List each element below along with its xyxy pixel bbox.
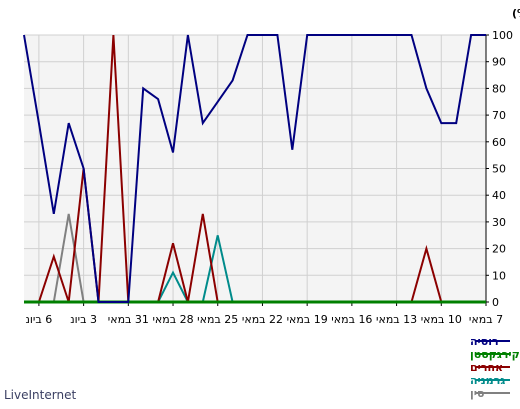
- x-tick-label-3: 28 במאי: [152, 313, 193, 326]
- x-tick-label-6: 19 במאי: [287, 313, 328, 326]
- y-tick-label-0: 0: [492, 296, 499, 309]
- x-tick-label-1: 3 ביונ: [70, 313, 97, 326]
- brand-logo-text: LiveInternet: [4, 388, 76, 402]
- y-tick-label-5: 50: [492, 163, 506, 176]
- x-tick-label-10: 7 במאי: [469, 313, 503, 326]
- x-tick-label-2: 31 במאי: [108, 313, 149, 326]
- y-tick-label-10: 100: [492, 29, 513, 42]
- x-tick-label-9: 10 במאי: [421, 313, 462, 326]
- y-tick-label-7: 70: [492, 109, 506, 122]
- y-axis-label: חלק (%): [512, 7, 520, 20]
- y-tick-label-4: 40: [492, 189, 506, 202]
- series-line-0: [23, 34, 486, 303]
- legend-label-2: אחרים: [470, 361, 503, 374]
- legend-label-0: רוסיה: [470, 335, 499, 348]
- x-tick-label-0: 6 ביונ: [26, 313, 53, 326]
- y-tick-label-6: 60: [492, 136, 506, 149]
- x-tick-label-8: 13 במאי: [376, 313, 417, 326]
- y-tick-label-3: 30: [492, 216, 506, 229]
- legend-label-1: קירגקסטן: [470, 348, 520, 361]
- legend-label-3: גרמניה: [470, 374, 505, 387]
- x-tick-label-4: 25 במאי: [197, 313, 238, 326]
- legend-label-4: סין: [470, 387, 485, 400]
- x-tick-label-5: 22 במאי: [242, 313, 283, 326]
- y-tick-label-9: 90: [492, 56, 506, 69]
- y-tick-label-8: 80: [492, 82, 506, 95]
- y-tick-label-2: 20: [492, 243, 506, 256]
- y-tick-label-1: 10: [492, 269, 506, 282]
- x-tick-label-7: 16 במאי: [331, 313, 372, 326]
